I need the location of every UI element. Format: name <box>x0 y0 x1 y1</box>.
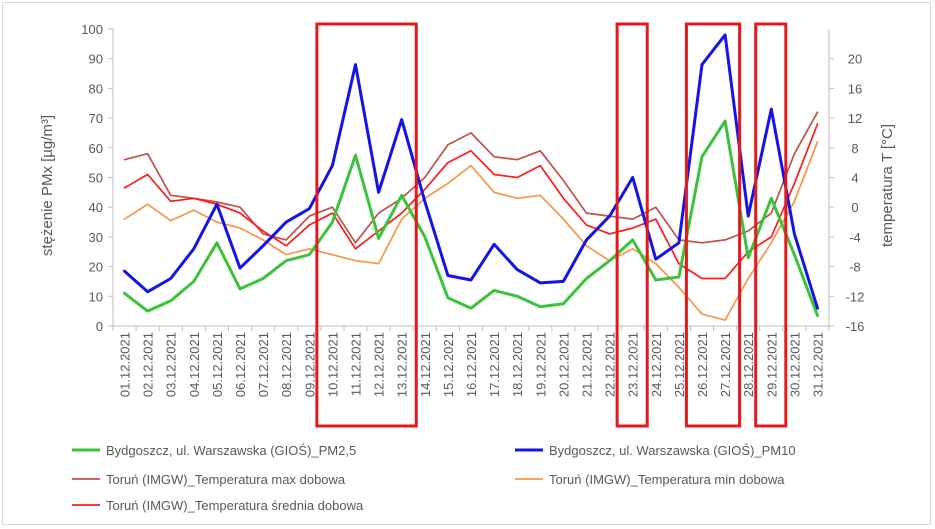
x-tick-label: 06.12.2021 <box>233 332 248 397</box>
x-tick-label: 05.12.2021 <box>210 332 225 397</box>
x-tick-label: 01.12.2021 <box>118 332 133 397</box>
legend-label: Bydgoszcz, ul. Warszawska (GIOŚ)_PM10 <box>549 443 796 458</box>
series-line-5 <box>123 123 819 280</box>
x-tick-label: 23.12.2021 <box>626 332 641 397</box>
right-tick-label: -16 <box>846 319 865 334</box>
left-tick-label: 30 <box>89 230 103 245</box>
left-tick-label: 100 <box>81 22 103 37</box>
x-tick-label: 18.12.2021 <box>510 332 525 397</box>
x-tick-label: 12.12.2021 <box>372 332 387 397</box>
x-tick-label: 13.12.2021 <box>395 332 410 397</box>
left-tick-label: 60 <box>89 141 103 156</box>
legend-label: Bydgoszcz, ul. Warszawska (GIOŚ)_PM2,5 <box>106 443 356 458</box>
series-line-2 <box>123 33 819 310</box>
left-tick-label: 70 <box>89 111 103 126</box>
right-tick-label: 0 <box>851 200 858 215</box>
x-tick-label: 03.12.2021 <box>164 332 179 397</box>
x-tick-label: 24.12.2021 <box>649 332 664 397</box>
highlight-box <box>754 22 788 428</box>
x-tick-label: 22.12.2021 <box>603 332 618 397</box>
right-tick-label: 20 <box>848 52 862 67</box>
left-tick-label: 80 <box>89 81 103 96</box>
left-tick-label: 50 <box>89 171 103 186</box>
y-right-axis-title: temperatura T [°C] <box>879 124 896 247</box>
x-tick-label: 16.12.2021 <box>464 332 479 397</box>
series-line-3 <box>123 111 819 244</box>
series-line-1 <box>123 119 819 318</box>
x-tick-label: 21.12.2021 <box>579 332 594 397</box>
legend-label: Toruń (IMGW)_Temperatura max dobowa <box>106 472 346 487</box>
right-tick-label: 12 <box>848 111 862 126</box>
left-tick-label: 20 <box>89 260 103 275</box>
left-tick-label: 10 <box>89 289 103 304</box>
highlight-box <box>615 22 649 428</box>
series-line-4 <box>123 141 819 321</box>
left-tick-label: 0 <box>96 319 103 334</box>
x-tick-label: 19.12.2021 <box>533 332 548 397</box>
x-tick-label: 27.12.2021 <box>718 332 733 397</box>
highlight-box <box>315 22 418 428</box>
x-tick-label: 02.12.2021 <box>141 332 156 397</box>
x-tick-label: 07.12.2021 <box>256 332 271 397</box>
x-tick-label: 10.12.2021 <box>325 332 340 397</box>
left-tick-label: 90 <box>89 52 103 67</box>
x-tick-label: 30.12.2021 <box>787 332 802 397</box>
right-tick-label: -8 <box>849 260 861 275</box>
x-tick-label: 08.12.2021 <box>279 332 294 397</box>
right-tick-label: 16 <box>848 81 862 96</box>
x-tick-label: 17.12.2021 <box>487 332 502 397</box>
highlight-box <box>684 22 742 428</box>
x-tick-label: 11.12.2021 <box>349 332 364 396</box>
right-tick-label: 8 <box>851 141 858 156</box>
x-tick-label: 20.12.2021 <box>556 332 571 397</box>
right-tick-label: 4 <box>851 171 858 186</box>
left-tick-label: 40 <box>89 200 103 215</box>
x-tick-label: 14.12.2021 <box>418 332 433 397</box>
x-tick-label: 29.12.2021 <box>764 332 779 397</box>
x-tick-label: 25.12.2021 <box>672 332 687 397</box>
x-tick-label: 15.12.2021 <box>441 332 456 397</box>
right-tick-label: -12 <box>846 289 865 304</box>
x-tick-label: 04.12.2021 <box>187 332 202 397</box>
x-tick-label: 28.12.2021 <box>741 332 756 397</box>
legend-label: Toruń (IMGW)_Temperatura min dobowa <box>549 472 785 487</box>
x-tick-label: 26.12.2021 <box>695 332 710 397</box>
legend-label: Toruń (IMGW)_Temperatura średnia dobowa <box>106 498 364 513</box>
x-tick-label: 31.12.2021 <box>810 332 825 397</box>
right-tick-label: -4 <box>849 230 861 245</box>
x-tick-label: 09.12.2021 <box>302 332 317 397</box>
y-left-axis-title: stężenie PMx [µg/m³] <box>39 115 56 256</box>
